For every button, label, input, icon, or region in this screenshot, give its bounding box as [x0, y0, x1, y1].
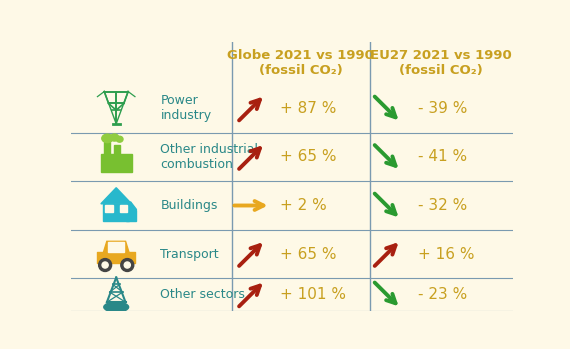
Text: + 65 %: + 65 %: [280, 246, 337, 261]
Bar: [104, 142, 110, 154]
Polygon shape: [101, 188, 132, 204]
Ellipse shape: [102, 134, 113, 143]
Text: + 87 %: + 87 %: [280, 101, 337, 116]
Ellipse shape: [110, 134, 119, 141]
Bar: [103, 204, 129, 221]
Ellipse shape: [104, 302, 129, 312]
Bar: [97, 252, 135, 263]
Text: Globe 2021 vs 1990
(fossil CO₂): Globe 2021 vs 1990 (fossil CO₂): [227, 49, 374, 77]
Ellipse shape: [116, 136, 123, 142]
Text: Other sectors: Other sectors: [160, 288, 245, 301]
Text: + 101 %: + 101 %: [280, 287, 347, 302]
Bar: [120, 205, 127, 212]
Text: Power
industry: Power industry: [160, 95, 211, 122]
Polygon shape: [101, 154, 132, 172]
Text: - 32 %: - 32 %: [418, 198, 468, 213]
Text: + 2 %: + 2 %: [280, 198, 327, 213]
Polygon shape: [124, 202, 137, 210]
Circle shape: [99, 259, 112, 272]
Text: + 65 %: + 65 %: [280, 149, 337, 164]
Circle shape: [102, 262, 108, 268]
Text: - 39 %: - 39 %: [418, 101, 468, 116]
Text: + 16 %: + 16 %: [418, 246, 475, 261]
Text: Transport: Transport: [160, 247, 219, 260]
Text: Other industrial
combustion: Other industrial combustion: [160, 143, 258, 171]
Bar: [108, 243, 124, 252]
Bar: [115, 145, 120, 154]
Text: - 23 %: - 23 %: [418, 287, 468, 302]
Polygon shape: [103, 241, 129, 252]
Circle shape: [121, 259, 134, 272]
Circle shape: [124, 262, 131, 268]
Text: Buildings: Buildings: [160, 199, 218, 212]
Bar: [125, 210, 136, 221]
Text: EU27 2021 vs 1990
(fossil CO₂): EU27 2021 vs 1990 (fossil CO₂): [370, 49, 512, 77]
Bar: [105, 205, 113, 212]
Text: - 41 %: - 41 %: [418, 149, 467, 164]
